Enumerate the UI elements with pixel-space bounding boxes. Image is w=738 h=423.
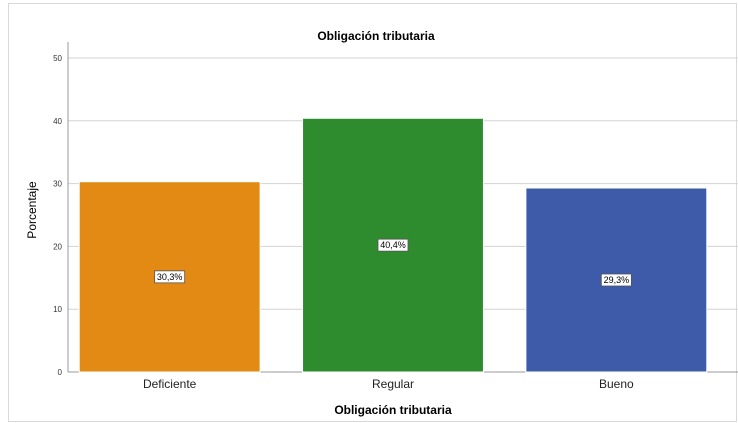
data-label-box [154,270,186,284]
bars: 30,3% 40,4% 29,3% [78,117,708,373]
y-tick-label: 50 [53,54,62,63]
data-label: 29,3% [604,275,630,285]
y-tick-label: 40 [53,117,62,126]
x-axis-title: Obligación tributaria [334,403,452,417]
category-label: Bueno [599,377,634,391]
data-label-box [600,273,632,287]
data-label-box [377,238,409,252]
data-label: 40,4% [380,240,406,250]
data-label: 30,3% [157,272,183,282]
category-label: Regular [372,377,414,391]
y-tick-label: 20 [53,242,62,251]
y-axis-title: Porcentaje [25,181,39,239]
chart-title: Obligación tributaria [317,29,435,43]
y-tick-labels: 0 10 20 30 40 50 [53,54,62,377]
category-label: Deficiente [143,377,197,391]
category-labels: Deficiente Regular Bueno [143,377,634,391]
y-tick-label: 30 [53,180,62,189]
y-tick-label: 10 [53,305,62,314]
y-tick-label: 0 [58,368,63,377]
